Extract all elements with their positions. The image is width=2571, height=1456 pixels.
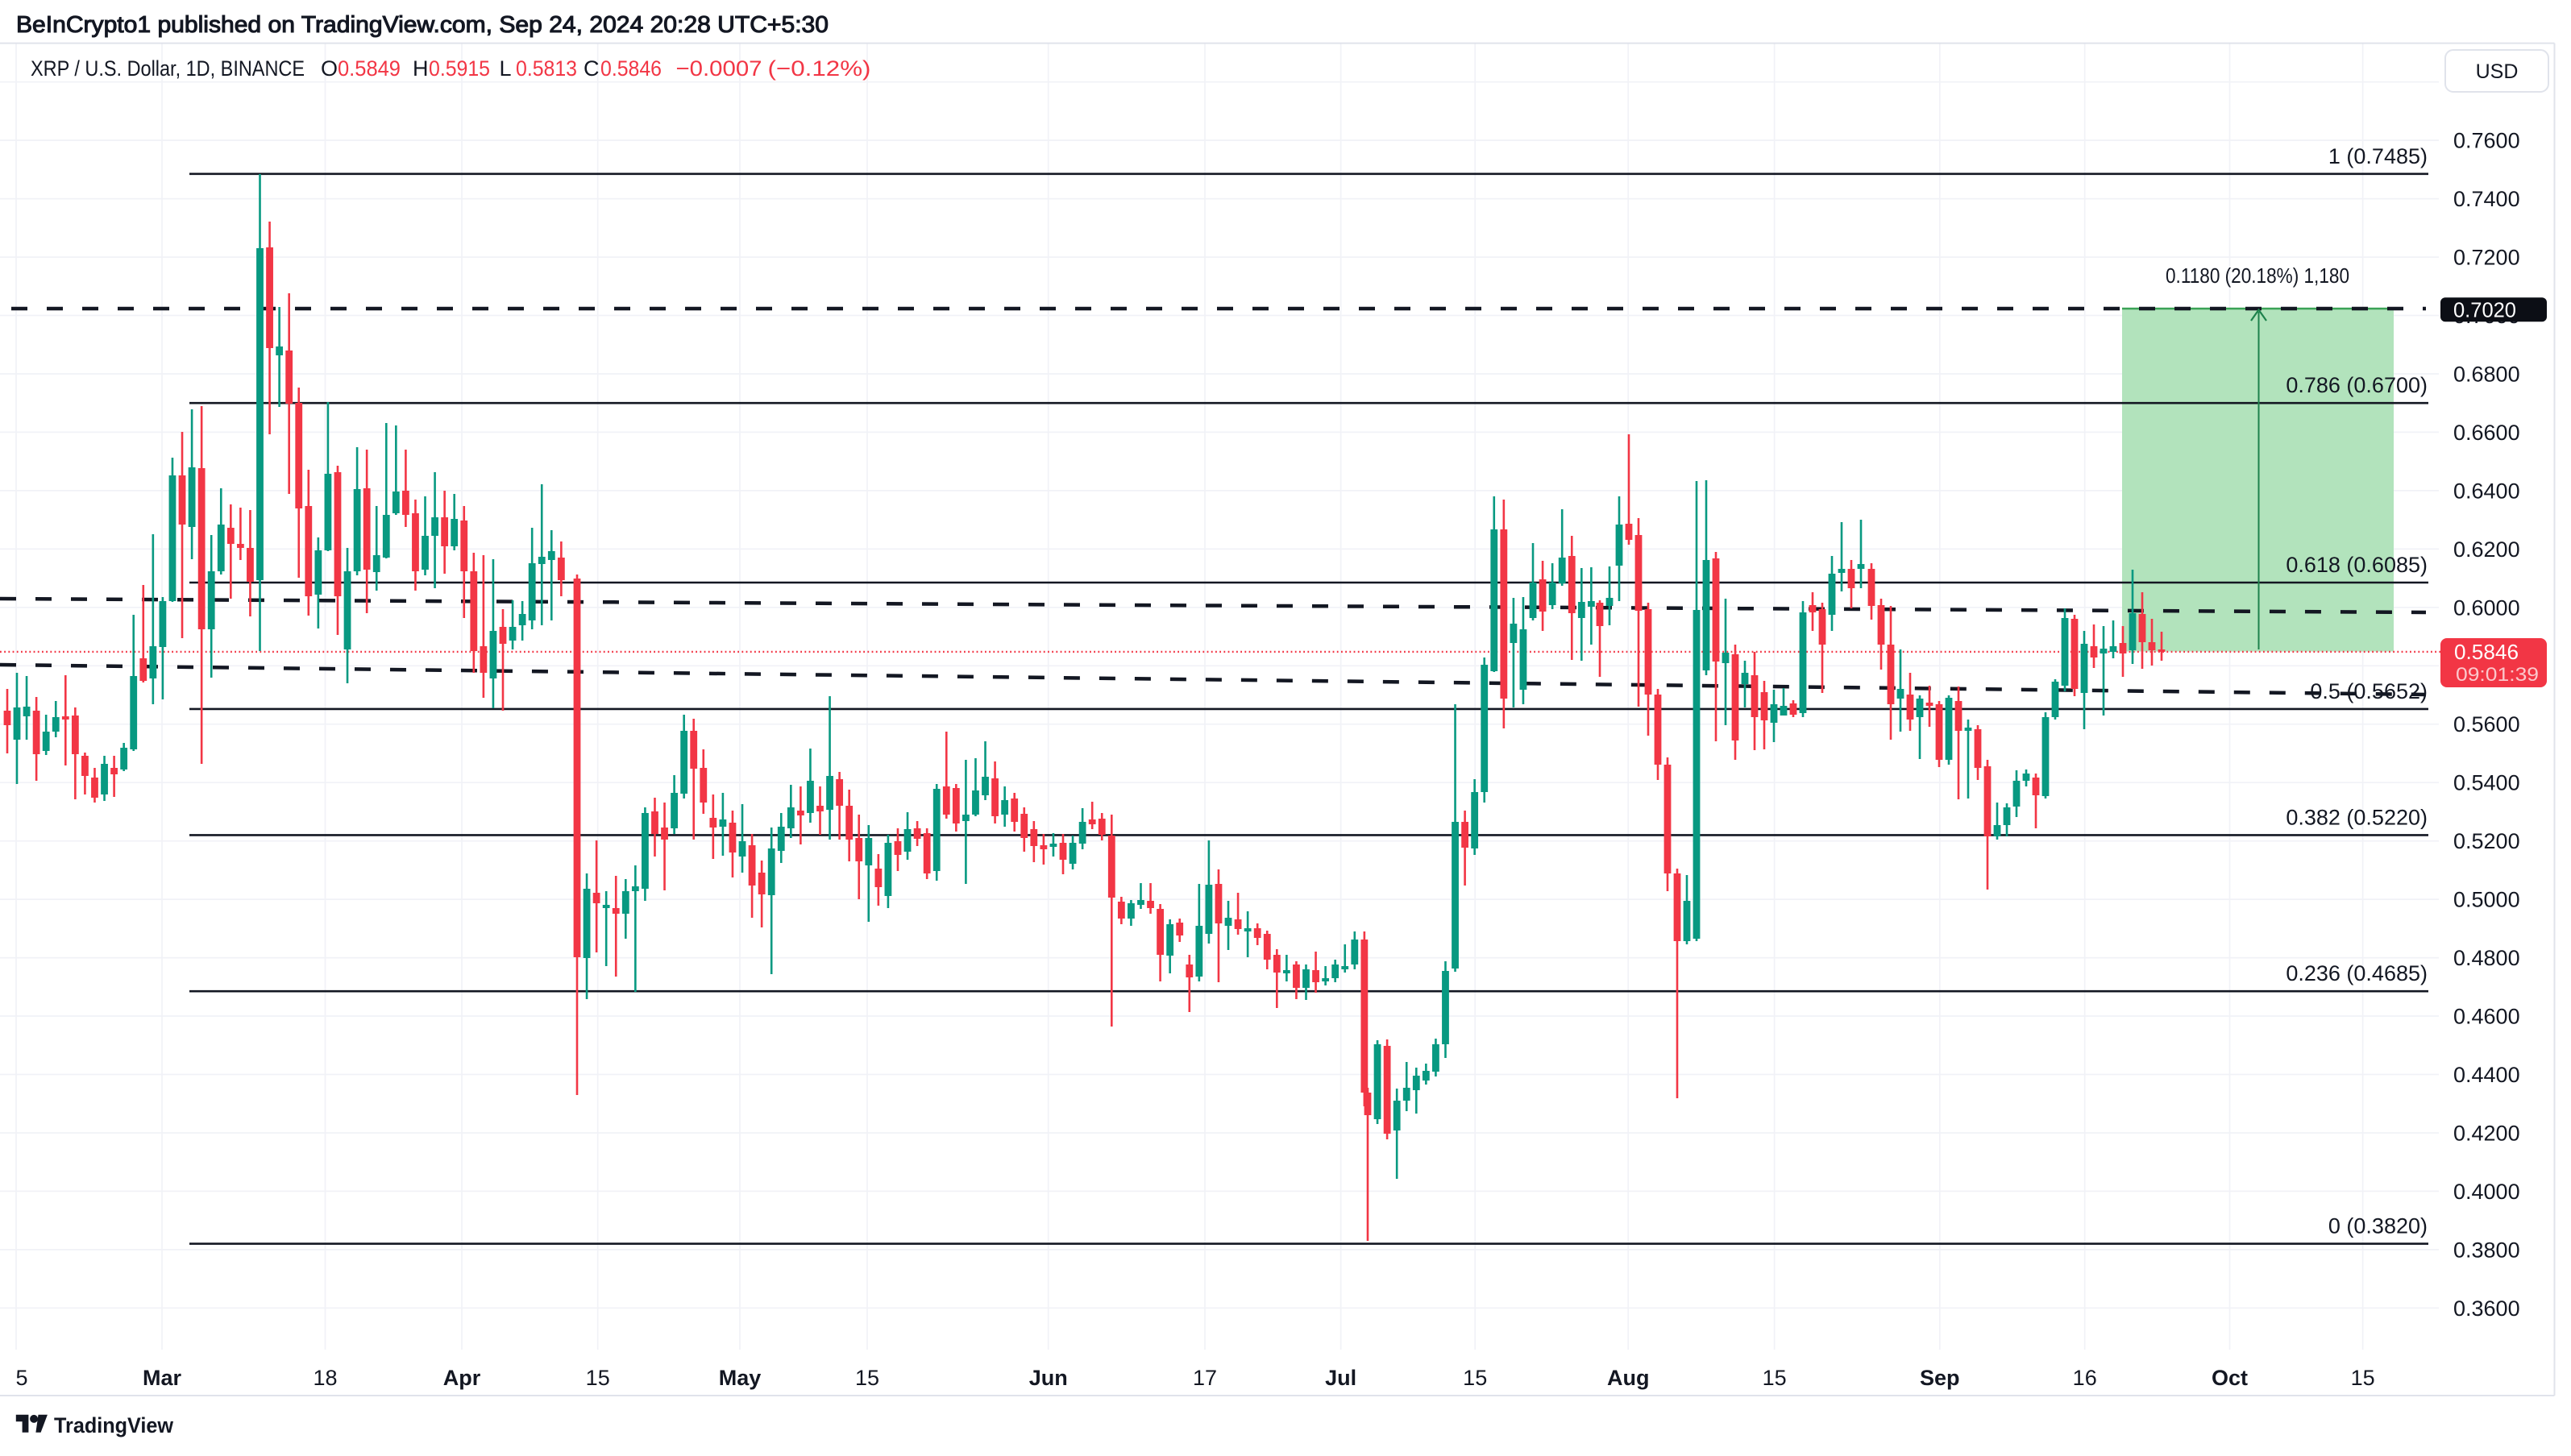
svg-text:0.7600: 0.7600 <box>2453 129 2520 153</box>
svg-text:0.4000: 0.4000 <box>2453 1180 2520 1204</box>
svg-text:16: 16 <box>2073 1366 2097 1390</box>
svg-text:0.6200: 0.6200 <box>2453 537 2520 562</box>
svg-text:BeInCrypto1 published on Tradi: BeInCrypto1 published on TradingView.com… <box>16 12 829 38</box>
svg-text:0.4800: 0.4800 <box>2453 946 2520 970</box>
svg-text:17: 17 <box>1193 1366 1217 1390</box>
svg-text:Jul: Jul <box>1325 1366 1356 1390</box>
svg-text:0.3600: 0.3600 <box>2453 1296 2520 1321</box>
svg-text:0.4400: 0.4400 <box>2453 1063 2520 1087</box>
svg-text:0.6800: 0.6800 <box>2453 363 2520 387</box>
svg-text:15: 15 <box>1463 1366 1487 1390</box>
svg-text:Oct: Oct <box>2212 1366 2248 1390</box>
svg-text:0.7200: 0.7200 <box>2453 246 2520 270</box>
svg-text:0.7400: 0.7400 <box>2453 187 2520 211</box>
svg-text:0.7020: 0.7020 <box>2453 298 2516 322</box>
svg-text:Apr: Apr <box>443 1366 481 1390</box>
svg-text:Aug: Aug <box>1607 1366 1649 1390</box>
svg-text:0.382 (0.5220): 0.382 (0.5220) <box>2286 805 2428 829</box>
svg-text:15: 15 <box>586 1366 610 1390</box>
svg-text:0.3800: 0.3800 <box>2453 1238 2520 1262</box>
svg-text:0.618 (0.6085): 0.618 (0.6085) <box>2286 553 2428 577</box>
svg-text:09:01:39: 09:01:39 <box>2456 664 2539 686</box>
svg-text:0.5400: 0.5400 <box>2453 771 2520 795</box>
svg-text:0.4200: 0.4200 <box>2453 1122 2520 1146</box>
svg-text:0.6000: 0.6000 <box>2453 595 2520 620</box>
svg-text:0.5 (0.5652): 0.5 (0.5652) <box>2310 679 2428 703</box>
svg-text:0.5200: 0.5200 <box>2453 829 2520 853</box>
svg-text:May: May <box>719 1366 762 1390</box>
svg-text:15: 15 <box>855 1366 879 1390</box>
svg-text:Sep: Sep <box>1920 1366 1960 1390</box>
svg-text:18: 18 <box>313 1366 337 1390</box>
svg-text:TradingView: TradingView <box>54 1413 174 1437</box>
svg-text:0.236 (0.4685): 0.236 (0.4685) <box>2286 961 2428 985</box>
svg-text:15: 15 <box>2351 1366 2375 1390</box>
svg-text:0.1180 (20.18%) 1,180: 0.1180 (20.18%) 1,180 <box>2166 263 2349 288</box>
svg-text:XRP / U.S. Dollar, 1D, BINANCE: XRP / U.S. Dollar, 1D, BINANCE O0.5849 H0.… <box>31 56 871 81</box>
svg-text:5: 5 <box>15 1366 27 1390</box>
svg-text:0.4600: 0.4600 <box>2453 1005 2520 1029</box>
svg-text:0 (0.3820): 0 (0.3820) <box>2328 1214 2428 1238</box>
svg-text:USD: USD <box>2476 60 2519 83</box>
svg-text:0.5000: 0.5000 <box>2453 888 2520 912</box>
svg-text:0.786 (0.6700): 0.786 (0.6700) <box>2286 373 2428 397</box>
svg-text:0.6400: 0.6400 <box>2453 479 2520 503</box>
svg-text:Jun: Jun <box>1029 1366 1068 1390</box>
svg-text:0.5600: 0.5600 <box>2453 712 2520 736</box>
svg-text:1 (0.7485): 1 (0.7485) <box>2328 144 2428 168</box>
svg-text:Mar: Mar <box>143 1366 182 1390</box>
svg-text:0.5846: 0.5846 <box>2454 640 2519 664</box>
svg-text:0.6600: 0.6600 <box>2453 421 2520 445</box>
svg-text:15: 15 <box>1763 1366 1787 1390</box>
